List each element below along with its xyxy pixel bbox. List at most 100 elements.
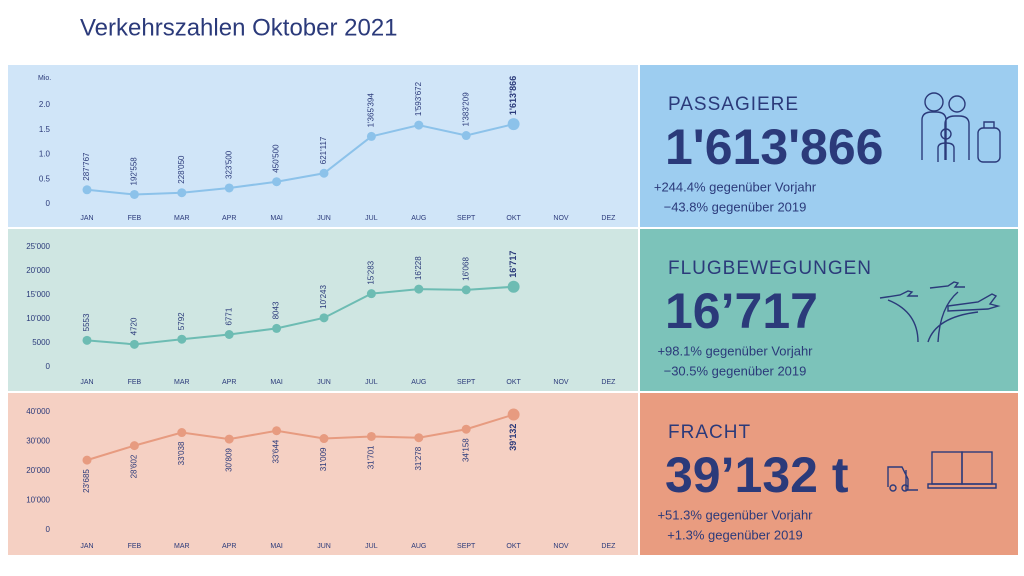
x-tick-label: SEPT bbox=[457, 215, 476, 222]
y-tick-label: 10'000 bbox=[26, 496, 50, 505]
data-label: 1'383'209 bbox=[461, 92, 470, 127]
data-label: 1'593'672 bbox=[414, 81, 423, 116]
data-label: 34'158 bbox=[461, 438, 470, 462]
x-tick-label: AUG bbox=[411, 215, 426, 222]
page-title: Verkehrszahlen Oktober 2021 bbox=[80, 14, 398, 41]
data-label: 192'558 bbox=[130, 157, 139, 186]
x-tick-label: NOV bbox=[553, 543, 569, 550]
point bbox=[272, 323, 282, 333]
data-label: 30'809 bbox=[224, 448, 233, 472]
point bbox=[461, 285, 471, 295]
stat-title: FLUGBEWEGUNGEN bbox=[668, 258, 872, 279]
data-label: 1'613'866 bbox=[508, 76, 518, 115]
y-tick-label: 1.5 bbox=[39, 125, 51, 134]
y-tick-label: 0 bbox=[46, 362, 51, 371]
x-tick-label: FEB bbox=[128, 215, 142, 222]
data-label: 16'717 bbox=[508, 251, 518, 278]
point bbox=[366, 131, 376, 141]
data-label: 1'365'394 bbox=[367, 93, 376, 128]
icons bbox=[879, 92, 1001, 492]
x-tick-label: DEZ bbox=[601, 543, 616, 550]
data-label: 39'132 bbox=[508, 424, 518, 451]
freight-icon bbox=[887, 451, 997, 492]
stat-title: FRACHT bbox=[668, 422, 751, 443]
data-label: 33'038 bbox=[177, 441, 186, 465]
data-label: 6771 bbox=[224, 307, 233, 325]
point bbox=[366, 289, 376, 299]
y-tick-label: 0 bbox=[46, 525, 51, 534]
data-label: 4720 bbox=[130, 317, 139, 335]
stat-value: 39’132 t bbox=[665, 447, 849, 503]
stat-panel bbox=[640, 393, 1018, 555]
charts: Mio. 0 0.5 1.0 1.5 2.0 JAN FEB MAR APR MAI JUN JUL AU… bbox=[8, 65, 1018, 555]
data-label: 287'767 bbox=[82, 152, 91, 181]
y-tick-label: 10'000 bbox=[26, 314, 50, 323]
data-label: 31'009 bbox=[319, 447, 328, 471]
x-tick-label: AUG bbox=[411, 543, 426, 550]
x-tick-label: JUN bbox=[317, 543, 331, 550]
x-tick-label: MAI bbox=[270, 215, 283, 222]
point bbox=[224, 329, 234, 339]
point bbox=[507, 280, 520, 293]
data-label: 5553 bbox=[82, 313, 91, 331]
x-tick-label: JAN bbox=[80, 379, 93, 386]
y-tick-label: 15'000 bbox=[26, 290, 50, 299]
plane-icon bbox=[879, 281, 1001, 343]
data-label: 8043 bbox=[272, 301, 281, 319]
point bbox=[507, 118, 520, 131]
stat-value: 16’717 bbox=[665, 283, 818, 339]
y-tick-label: 40'000 bbox=[26, 407, 50, 416]
x-tick-label: FEB bbox=[128, 379, 142, 386]
x-tick-label: JAN bbox=[80, 543, 93, 550]
point bbox=[507, 408, 520, 421]
y-tick-label: 2.0 bbox=[39, 100, 51, 109]
point bbox=[224, 183, 234, 193]
x-tick-label: DEZ bbox=[601, 379, 616, 386]
x-tick-label: MAI bbox=[270, 379, 283, 386]
point bbox=[414, 433, 424, 443]
data-label: 33'644 bbox=[272, 439, 281, 463]
x-tick-label: NOV bbox=[553, 379, 569, 386]
point bbox=[129, 189, 139, 199]
stat-change: +98.1% gegenüber Vorjahr bbox=[657, 343, 813, 358]
data-label: 31'278 bbox=[414, 446, 423, 470]
point bbox=[414, 284, 424, 294]
x-tick-label: JUN bbox=[317, 379, 331, 386]
y-tick-label: 1.0 bbox=[39, 150, 51, 159]
family-icon bbox=[921, 92, 1001, 163]
point bbox=[129, 339, 139, 349]
stat-panel bbox=[640, 65, 1018, 227]
x-tick-label: OKT bbox=[506, 543, 521, 550]
y-tick-label: 20'000 bbox=[26, 266, 50, 275]
point bbox=[224, 434, 234, 444]
stat-title: PASSAGIERE bbox=[668, 94, 799, 115]
chart-panel bbox=[8, 393, 638, 555]
data-label: 5792 bbox=[177, 312, 186, 330]
point bbox=[461, 424, 471, 434]
x-tick-label: OKT bbox=[506, 379, 521, 386]
stat-change: −43.8% gegenüber 2019 bbox=[664, 199, 807, 214]
point bbox=[82, 335, 92, 345]
line bbox=[86, 123, 514, 196]
point bbox=[272, 426, 282, 436]
data-label: 28'602 bbox=[130, 454, 139, 478]
stat-change: +1.3% gegenüber 2019 bbox=[667, 527, 803, 542]
line bbox=[86, 413, 514, 462]
point bbox=[414, 120, 424, 130]
x-tick-label: SEPT bbox=[457, 379, 476, 386]
y-tick-label: 20'000 bbox=[26, 466, 50, 475]
stat-change: −30.5% gegenüber 2019 bbox=[664, 363, 807, 378]
x-tick-label: MAR bbox=[174, 215, 190, 222]
x-tick-label: MAR bbox=[174, 543, 190, 550]
y-tick-label: 0 bbox=[46, 199, 51, 208]
point bbox=[319, 434, 329, 444]
x-tick-label: APR bbox=[222, 543, 236, 550]
data-label: 450'500 bbox=[272, 144, 281, 173]
x-tick-label: MAR bbox=[174, 379, 190, 386]
data-label: 16'068 bbox=[461, 257, 470, 281]
y-tick-label: 5000 bbox=[32, 338, 50, 347]
x-tick-label: JUL bbox=[365, 543, 378, 550]
point bbox=[461, 131, 471, 141]
x-tick-label: MAI bbox=[270, 543, 283, 550]
